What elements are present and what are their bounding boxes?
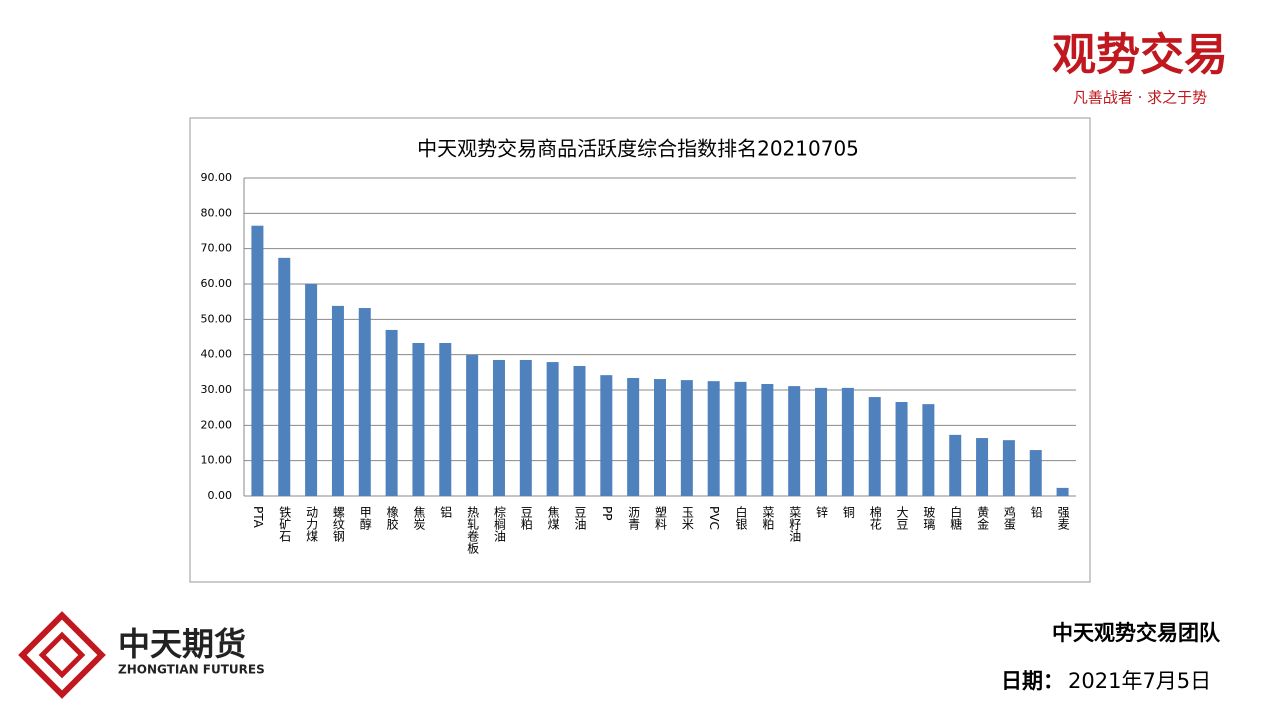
x-tick-label: 热轧卷板 bbox=[466, 506, 480, 555]
bar bbox=[868, 397, 881, 496]
x-tick-label: PP bbox=[600, 506, 614, 520]
bar bbox=[1002, 440, 1015, 496]
x-tick-label: 焦煤 bbox=[546, 506, 560, 530]
bar bbox=[734, 381, 747, 496]
y-tick-label: 80.00 bbox=[201, 206, 233, 219]
x-tick-label: 铝 bbox=[439, 505, 453, 518]
bar bbox=[305, 284, 318, 496]
x-tick-label: 橡胶 bbox=[385, 506, 399, 531]
bar bbox=[600, 375, 613, 496]
x-tick-label: 玉米 bbox=[680, 506, 694, 530]
x-tick-label: 菜籽油 bbox=[788, 506, 802, 542]
x-tick-label: 锌 bbox=[815, 506, 829, 518]
bar bbox=[358, 308, 371, 496]
bar bbox=[546, 362, 559, 496]
y-tick-label: 60.00 bbox=[201, 277, 233, 290]
chart-title: 中天观势交易商品活跃度综合指数排名20210705 bbox=[417, 137, 859, 161]
x-tick-label: 黄金 bbox=[976, 506, 990, 530]
x-tick-label: 铁矿石 bbox=[278, 506, 292, 542]
y-tick-label: 30.00 bbox=[201, 383, 233, 396]
x-tick-label: 鸡蛋 bbox=[1002, 505, 1016, 531]
bar bbox=[895, 402, 908, 496]
bar bbox=[922, 404, 935, 496]
brand-logo: 观势交易 bbox=[1052, 30, 1228, 81]
bar bbox=[331, 305, 344, 496]
x-tick-label: 大豆 bbox=[895, 506, 909, 530]
y-tick-label: 40.00 bbox=[201, 348, 233, 361]
bar bbox=[680, 380, 693, 496]
bar bbox=[815, 387, 828, 496]
x-tick-label: 动力煤 bbox=[305, 506, 319, 542]
y-tick-label: 10.00 bbox=[201, 454, 233, 467]
x-tick-label: 强麦 bbox=[1056, 506, 1070, 531]
y-tick-label: 20.00 bbox=[201, 418, 233, 431]
x-tick-label: 菜粕 bbox=[761, 506, 775, 530]
bar bbox=[949, 434, 962, 496]
bar bbox=[976, 438, 989, 496]
x-tick-label: 棉花 bbox=[868, 506, 882, 531]
x-tick-label: 沥青 bbox=[627, 506, 641, 531]
bar bbox=[492, 359, 505, 496]
date: 2021年7月5日 bbox=[1068, 669, 1211, 693]
bar bbox=[841, 387, 854, 496]
bar bbox=[1056, 487, 1069, 496]
bar bbox=[439, 343, 452, 496]
x-tick-label: 玻璃 bbox=[922, 506, 936, 531]
y-tick-label: 70.00 bbox=[201, 242, 233, 255]
x-tick-label: 豆粕 bbox=[519, 506, 533, 530]
bar bbox=[385, 329, 398, 496]
bar bbox=[466, 355, 479, 496]
y-tick-label: 90.00 bbox=[201, 171, 233, 184]
x-tick-label: PTA bbox=[251, 506, 265, 529]
x-tick-label: 塑料 bbox=[654, 505, 668, 530]
y-tick-label: 50.00 bbox=[201, 312, 233, 325]
x-tick-label: 铅 bbox=[1029, 506, 1043, 518]
x-tick-label: 甲醇 bbox=[358, 506, 372, 530]
x-tick-label: 豆油 bbox=[573, 506, 587, 530]
team-name: 中天观势交易团队 bbox=[1052, 621, 1221, 645]
x-tick-label: 白银 bbox=[734, 505, 748, 530]
bar bbox=[519, 359, 532, 496]
bar bbox=[654, 379, 666, 496]
bar bbox=[251, 225, 264, 496]
x-tick-label: 铜 bbox=[841, 505, 855, 518]
x-tick-label: 焦炭 bbox=[412, 506, 426, 531]
bar bbox=[573, 365, 586, 496]
slogan: 凡善战者 · 求之于势 bbox=[1073, 89, 1207, 107]
x-tick-label: PVC bbox=[707, 506, 721, 530]
bar bbox=[627, 377, 640, 496]
company-name-en: ZHONGTIAN FUTURES bbox=[118, 663, 265, 677]
bar bbox=[1029, 450, 1042, 496]
x-tick-label: 棕榈油 bbox=[492, 505, 506, 542]
x-tick-label: 螺纹钢 bbox=[331, 506, 345, 542]
bar bbox=[761, 383, 774, 496]
x-tick-label: 白糖 bbox=[949, 505, 963, 531]
bar bbox=[412, 343, 425, 496]
bar bbox=[707, 381, 720, 496]
bar bbox=[788, 386, 801, 496]
company-name: 中天期货 bbox=[118, 625, 246, 663]
bar bbox=[278, 257, 291, 496]
company-logo-icon bbox=[18, 611, 106, 699]
y-tick-label: 0.00 bbox=[208, 489, 233, 502]
date-label: 日期： bbox=[1001, 669, 1064, 693]
